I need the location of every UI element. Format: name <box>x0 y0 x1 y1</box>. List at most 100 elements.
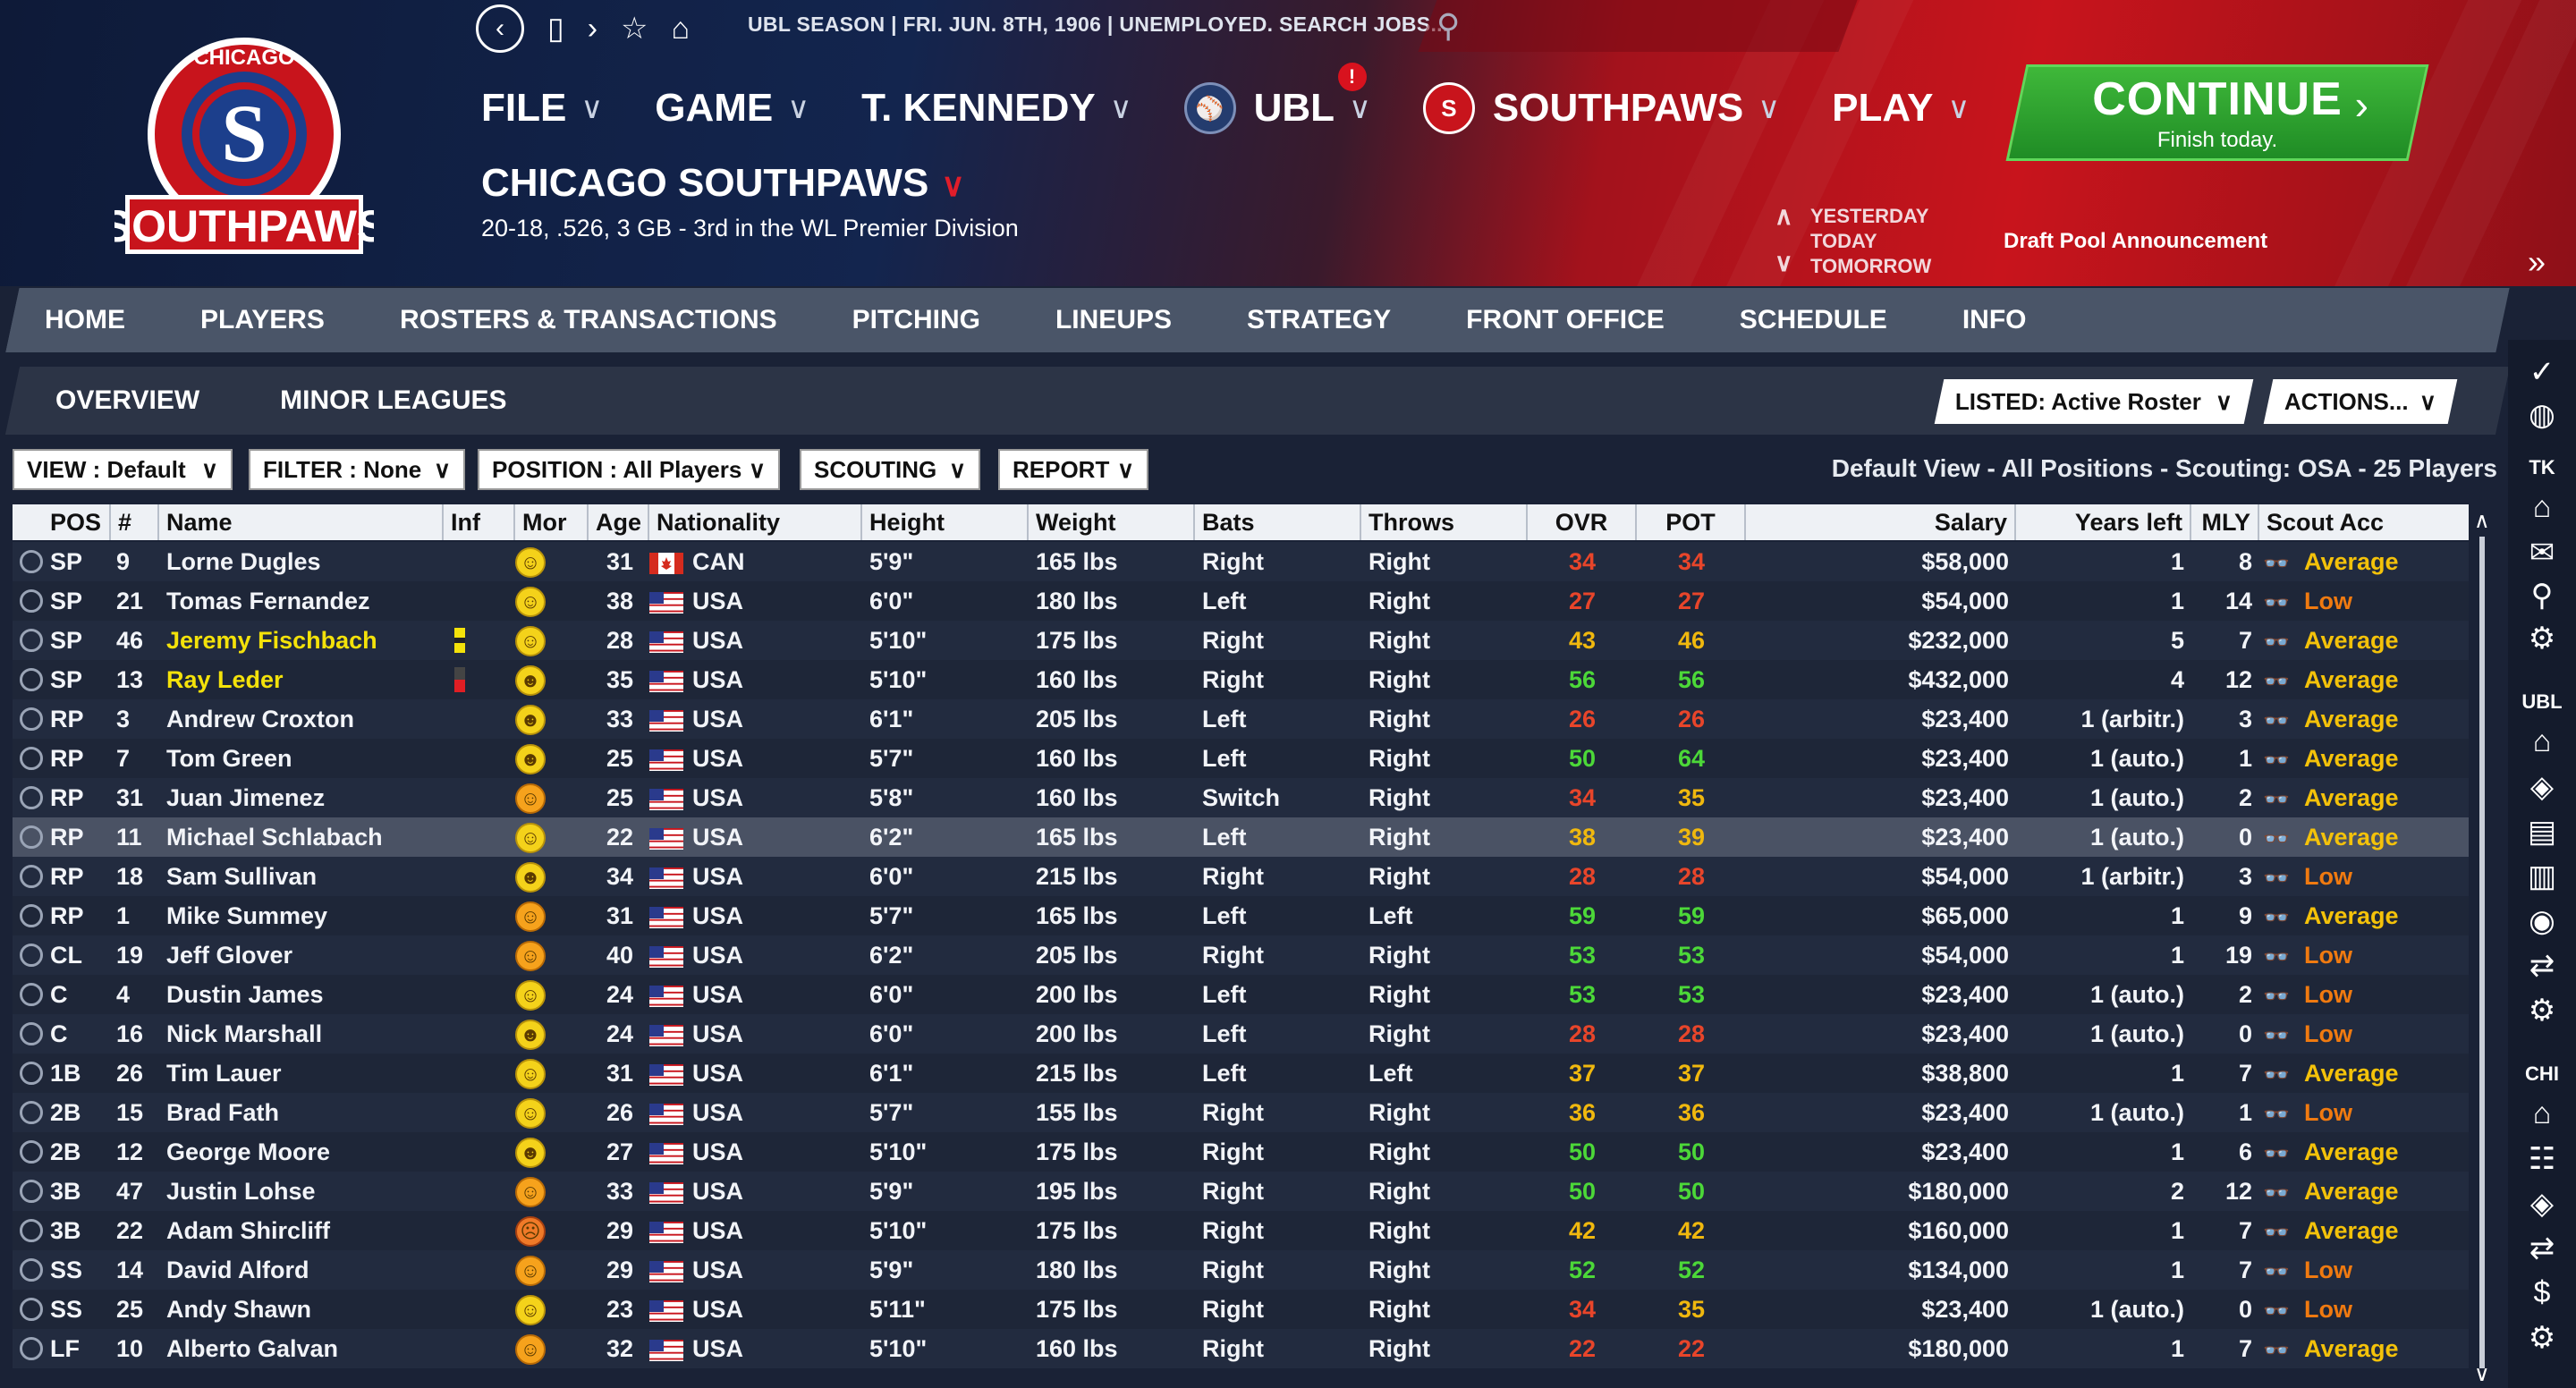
position-dropdown[interactable]: POSITION : All Players ∨ <box>478 449 780 490</box>
check-icon[interactable]: ✓ <box>2529 355 2555 389</box>
report-dropdown[interactable]: REPORT ∨ <box>998 449 1148 490</box>
table-row[interactable]: RP 7 Tom Green ☻ 25 USA 5'7" 160 lbs Left Right 50… <box>13 739 2469 778</box>
row-select-radio[interactable] <box>20 944 43 967</box>
cell-name[interactable]: Lorne Dugles <box>166 548 321 575</box>
table-row[interactable]: C 4 Dustin James ☺ 24 USA 6'0" 200 lbs Left Right… <box>13 975 2469 1014</box>
scroll-thumb[interactable] <box>2479 537 2485 1368</box>
col-mor[interactable]: Mor <box>515 504 589 540</box>
scouting-dropdown[interactable]: SCOUTING ∨ <box>800 449 980 490</box>
cell-name[interactable]: Brad Fath <box>166 1099 280 1126</box>
gear-icon[interactable]: ⚙ <box>2528 994 2556 1028</box>
row-select-radio[interactable] <box>20 707 43 731</box>
row-select-radio[interactable] <box>20 1140 43 1164</box>
pin-icon[interactable]: ◈ <box>2529 1187 2555 1221</box>
col-bats[interactable]: Bats <box>1195 504 1361 540</box>
row-select-radio[interactable] <box>20 550 43 573</box>
menu-team[interactable]: S SOUTHPAWS ∨ <box>1422 82 1780 134</box>
row-select-radio[interactable] <box>20 786 43 809</box>
listed-dropdown[interactable]: LISTED: Active Roster ∨ <box>1934 379 2254 424</box>
continue-button[interactable]: CONTINUE Finish today. › <box>2092 73 2368 152</box>
cell-name[interactable]: Tomas Fernandez <box>166 588 370 614</box>
star-icon[interactable]: ☆ <box>621 12 648 46</box>
home-icon[interactable]: ⌂ <box>2532 490 2552 524</box>
menu-play[interactable]: PLAY ∨ <box>1832 86 1970 130</box>
row-select-radio[interactable] <box>20 1180 43 1203</box>
cell-name[interactable]: Ray Leder <box>166 666 284 693</box>
baseball-icon[interactable]: ◉ <box>2529 904 2555 938</box>
transactions-icon[interactable]: ⇄ <box>2529 949 2555 983</box>
up-arrow-icon[interactable]: ∧ <box>1775 202 1793 230</box>
table-row[interactable]: SP 13 Ray Leder ☻ 35 USA 5'10" 160 lbs Right Righ… <box>13 660 2469 699</box>
table-row[interactable]: CL 19 Jeff Glover ☺ 40 USA 6'2" 205 lbs Right Rig… <box>13 935 2469 975</box>
collapse-icon[interactable]: » <box>2528 243 2546 280</box>
row-select-radio[interactable] <box>20 1101 43 1124</box>
table-row[interactable]: C 16 Nick Marshall ☻ 24 USA 6'0" 200 lbs Left Rig… <box>13 1014 2469 1054</box>
row-select-radio[interactable] <box>20 1062 43 1085</box>
col-weight[interactable]: Weight <box>1029 504 1195 540</box>
cell-name[interactable]: George Moore <box>166 1138 331 1165</box>
col-age[interactable]: Age <box>589 504 649 540</box>
cell-name[interactable]: Sam Sullivan <box>166 863 318 890</box>
cell-name[interactable]: Justin Lohse <box>166 1178 316 1205</box>
cell-name[interactable]: Jeremy Fischbach <box>166 627 377 654</box>
cell-name[interactable]: Mike Summey <box>166 902 328 929</box>
col-height[interactable]: Height <box>862 504 1029 540</box>
forward-icon[interactable]: › <box>587 11 598 46</box>
col-scout-acc[interactable]: Scout Acc <box>2267 509 2385 536</box>
gear-icon[interactable]: ⚙ <box>2528 622 2556 656</box>
table-row[interactable]: 3B 22 Adam Shircliff ☹ 29 USA 5'10" 175 lbs Righ… <box>13 1211 2469 1250</box>
col-salary[interactable]: Salary <box>1746 504 2016 540</box>
chart-icon[interactable]: ▥ <box>2527 859 2557 893</box>
col-inf[interactable]: Inf <box>444 504 515 540</box>
row-select-radio[interactable] <box>20 983 43 1006</box>
tab-home[interactable]: HOME <box>13 288 157 352</box>
row-select-radio[interactable] <box>20 589 43 613</box>
table-row[interactable]: 3B 47 Justin Lohse ☺ 33 USA 5'9" 195 lbs Right Ri… <box>13 1172 2469 1211</box>
col-pos[interactable]: POS <box>13 504 111 540</box>
row-select-radio[interactable] <box>20 1258 43 1282</box>
table-row[interactable]: SP 21 Tomas Fernandez ☺ 38 USA 6'0" 180 lbs Left… <box>13 581 2469 621</box>
col-num[interactable]: # <box>111 504 159 540</box>
news-icon[interactable]: ▤ <box>2527 815 2557 849</box>
table-row[interactable]: 2B 15 Brad Fath ☺ 26 USA 5'7" 155 lbs Right Right… <box>13 1093 2469 1132</box>
table-row[interactable]: SP 46 Jeremy Fischbach ☺ 28 USA 5'10" 175 lbs Ri… <box>13 621 2469 660</box>
table-row[interactable]: RP 18 Sam Sullivan ☻ 34 USA 6'0" 215 lbs Right Ri… <box>13 857 2469 896</box>
table-row[interactable]: RP 3 Andrew Croxton ☻ 33 USA 6'1" 205 lbs Left Ri… <box>13 699 2469 739</box>
search-icon[interactable]: ⚲ <box>1436 7 1461 44</box>
row-select-radio[interactable] <box>20 1298 43 1321</box>
row-select-radio[interactable] <box>20 1022 43 1045</box>
table-row[interactable]: RP 31 Juan Jimenez ☺ 25 USA 5'8" 160 lbs Switch R… <box>13 778 2469 817</box>
col-ovr[interactable]: OVR <box>1528 504 1637 540</box>
view-dropdown[interactable]: VIEW : Default ∨ <box>13 449 233 490</box>
cell-name[interactable]: Alberto Galvan <box>166 1335 339 1362</box>
row-select-radio[interactable] <box>20 629 43 652</box>
cell-name[interactable]: Juan Jimenez <box>166 784 326 811</box>
team-logo[interactable]: S CHICAGO SOUTHPAWS <box>114 27 374 259</box>
table-row[interactable]: 2B 12 George Moore ☻ 27 USA 5'10" 175 lbs Right R… <box>13 1132 2469 1172</box>
home-icon[interactable]: ⌂ <box>2532 1096 2552 1130</box>
cell-name[interactable]: Tom Green <box>166 745 292 772</box>
cell-name[interactable]: David Alford <box>166 1257 309 1283</box>
cell-name[interactable]: Andrew Croxton <box>166 706 355 732</box>
cell-name[interactable]: Tim Lauer <box>166 1060 282 1087</box>
subtab-minor-leagues[interactable]: MINOR LEAGUES <box>246 367 540 435</box>
col-name[interactable]: Name <box>159 504 444 540</box>
team-name[interactable]: CHICAGO SOUTHPAWS ∨ <box>481 161 965 205</box>
gear-icon[interactable]: ⚙ <box>2528 1321 2556 1355</box>
dollar-icon[interactable]: $ <box>2533 1275 2551 1309</box>
cell-name[interactable]: Dustin James <box>166 981 324 1008</box>
menu-file[interactable]: FILE ∨ <box>481 86 604 130</box>
col-pot[interactable]: POT <box>1637 504 1746 540</box>
table-row[interactable]: LF 10 Alberto Galvan ☺ 32 USA 5'10" 160 lbs Righ… <box>13 1329 2469 1368</box>
event-label[interactable]: Draft Pool Announcement <box>2004 229 2268 253</box>
search-icon[interactable]: ⚲ <box>2530 579 2554 613</box>
table-row[interactable]: SP 9 Lorne Dugles ☺ 31 CAN 5'9" 165 lbs Right Rig… <box>13 542 2469 581</box>
table-row[interactable]: SS 25 Andy Shawn ☺ 23 USA 5'11" 175 lbs Right Rig… <box>13 1290 2469 1329</box>
tab-lineups[interactable]: LINEUPS <box>1023 288 1204 352</box>
tab-pitching[interactable]: PITCHING <box>820 288 1013 352</box>
menu-league[interactable]: ⚾ UBL ! ∨ <box>1183 63 1371 134</box>
tab-front-office[interactable]: FRONT OFFICE <box>1434 288 1697 352</box>
back-icon[interactable]: ‹ <box>476 4 524 53</box>
home-icon[interactable]: ⌂ <box>2532 724 2552 758</box>
mail-icon[interactable]: ✉ <box>2529 536 2555 570</box>
